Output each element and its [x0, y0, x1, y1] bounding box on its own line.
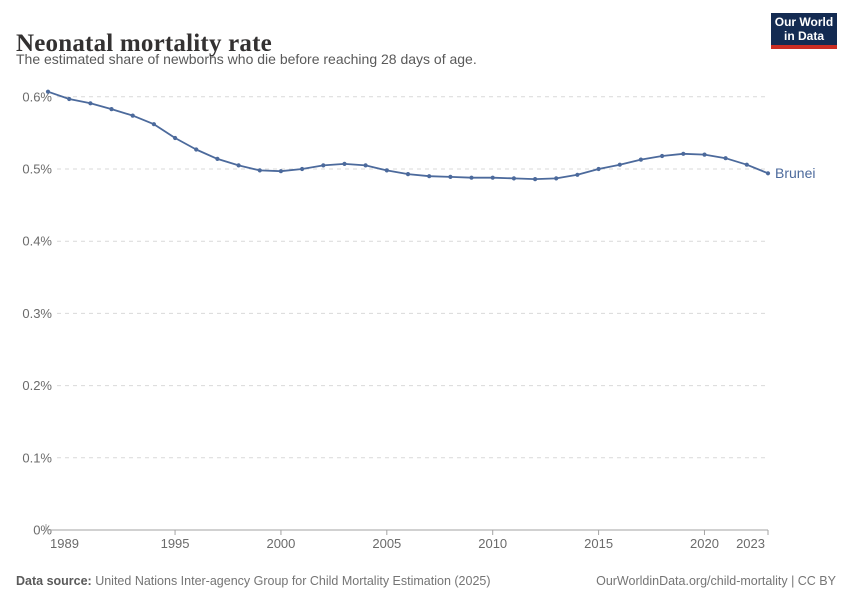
owid-logo-line1: Our World: [774, 14, 834, 29]
svg-text:0.6%: 0.6%: [22, 89, 52, 104]
line-chart[interactable]: 0% 0.1% 0.2% 0.3% 0.4% 0.5% 0.6% 1989 1995 2000 20…: [0, 70, 850, 580]
chart-footer: Data source: United Nations Inter-agency…: [16, 574, 836, 588]
svg-text:2023: 2023: [736, 536, 765, 551]
chart-title: Neonatal mortality rate: [16, 29, 272, 57]
owid-logo-line2: in Data: [783, 29, 824, 43]
svg-text:2005: 2005: [372, 536, 401, 551]
owid-logo[interactable]: Our World in Data: [771, 13, 837, 49]
svg-text:2000: 2000: [266, 536, 295, 551]
data-source-label: Data source:: [16, 574, 92, 588]
svg-text:1989: 1989: [50, 536, 79, 551]
svg-text:0.3%: 0.3%: [22, 306, 52, 321]
svg-text:1995: 1995: [161, 536, 190, 551]
svg-text:0%: 0%: [33, 523, 52, 538]
svg-text:0.5%: 0.5%: [22, 162, 52, 177]
svg-text:0.2%: 0.2%: [22, 378, 52, 393]
svg-text:2020: 2020: [690, 536, 719, 551]
data-source: Data source: United Nations Inter-agency…: [16, 574, 491, 588]
svg-text:2015: 2015: [584, 536, 613, 551]
svg-text:0.1%: 0.1%: [22, 450, 52, 465]
license-credit[interactable]: OurWorldinData.org/child-mortality | CC …: [596, 574, 836, 588]
svg-text:0.4%: 0.4%: [22, 234, 52, 249]
data-source-text: United Nations Inter-agency Group for Ch…: [91, 574, 491, 588]
svg-text:2010: 2010: [478, 536, 507, 551]
series-end-label[interactable]: Brunei: [775, 165, 815, 181]
chart-subtitle: The estimated share of newborns who die …: [16, 51, 477, 67]
